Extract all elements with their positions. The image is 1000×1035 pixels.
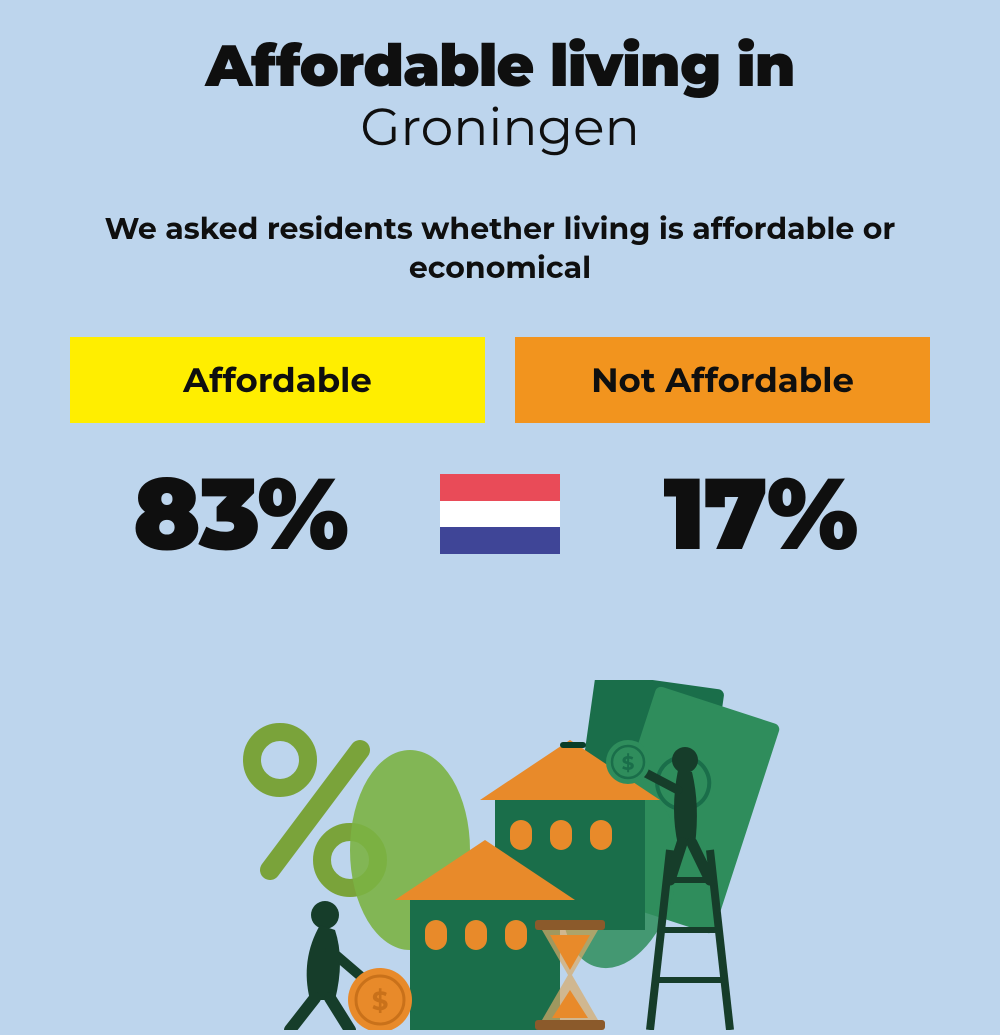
flag-stripe — [440, 501, 560, 528]
netherlands-flag-icon — [440, 474, 560, 554]
not-affordable-value: 17% — [590, 453, 930, 575]
money-house-illustration: $ $ — [200, 680, 800, 1030]
subtitle-text: We asked residents whether living is aff… — [0, 209, 1000, 287]
flag-stripe — [440, 527, 560, 554]
affordable-value: 83% — [70, 453, 410, 575]
svg-text:$: $ — [622, 752, 635, 776]
header: Affordable living in Groningen — [0, 0, 1000, 159]
values-row: 83% 17% — [0, 453, 1000, 575]
svg-text:$: $ — [372, 985, 389, 1017]
flag-stripe — [440, 474, 560, 501]
labels-row: Affordable Not Affordable — [0, 337, 1000, 423]
page-title: Affordable living in — [0, 30, 1000, 101]
city-name: Groningen — [0, 96, 1000, 159]
affordable-label: Affordable — [70, 337, 485, 423]
not-affordable-label: Not Affordable — [515, 337, 930, 423]
